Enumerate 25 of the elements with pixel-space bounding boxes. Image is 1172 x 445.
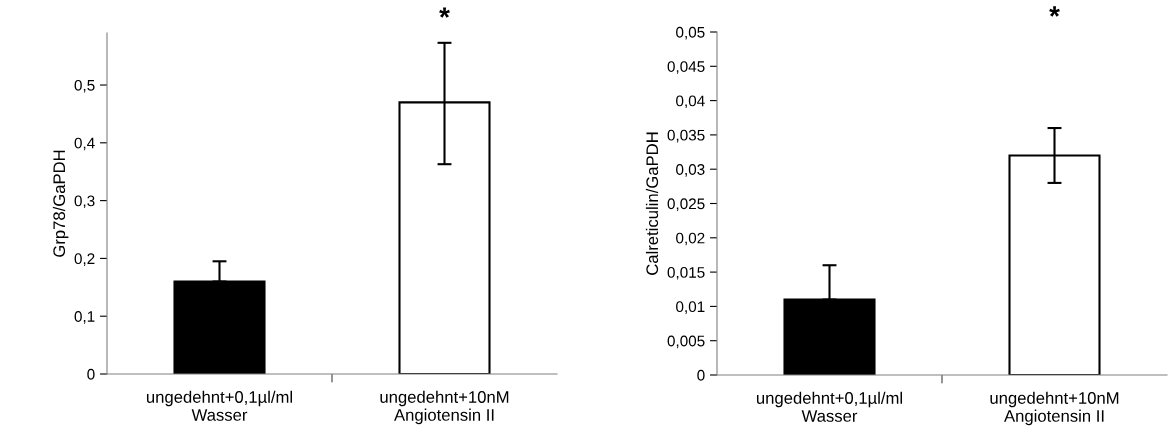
y-tick-label: 0,1	[74, 311, 95, 324]
y-tick-label: 0,04	[676, 95, 705, 109]
y-tick-label: 0	[87, 368, 95, 380]
x-tick-label: ungedehnt+10nM Angiotensin II	[380, 390, 509, 425]
text: *	[1049, 6, 1060, 17]
y-tick-label: 0,02	[676, 232, 705, 246]
y-tick-label: 0,2	[74, 253, 95, 266]
y-tick-label: 0,025	[667, 198, 705, 211]
x-tick-label: ungedehnt+0,1µl/ml Wasser	[146, 390, 292, 421]
x-tick-label: ungedehnt+0,1µl/ml Wasser	[756, 391, 902, 422]
text: *	[439, 7, 450, 18]
y-axis-title: Grp78/GaPDH	[52, 150, 69, 257]
y-tick-label: 0,015	[667, 266, 705, 280]
x-tick-label: ungedehnt+10nM Angiotensin II	[990, 391, 1119, 426]
y-tick-label: 0	[697, 369, 705, 381]
y-tick-label: 0,4	[74, 137, 95, 151]
y-tick-label: 0,05	[676, 26, 705, 40]
y-tick-label: 0,03	[676, 164, 705, 177]
y-tick-label: 0,035	[667, 129, 705, 143]
y-tick-label: 0,5	[74, 79, 95, 93]
y-tick-label: 0,045	[667, 61, 705, 74]
y-tick-label: 0,3	[74, 195, 95, 209]
y-tick-label: 0,01	[676, 301, 705, 314]
y-tick-label: 0,005	[667, 335, 705, 349]
y-axis-title: Calreticulin/GaPDH	[645, 132, 659, 275]
